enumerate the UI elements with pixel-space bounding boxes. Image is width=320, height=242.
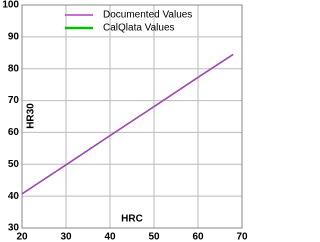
- legend-label: CalQlata Values: [103, 23, 175, 34]
- y-tick-label: 60: [8, 127, 20, 138]
- y-tick-label: 40: [8, 191, 20, 202]
- x-tick-label: 30: [60, 232, 72, 242]
- y-tick-label: 100: [2, 0, 19, 11]
- x-axis-title: HRC: [121, 214, 143, 225]
- x-tick-label: 40: [104, 232, 116, 242]
- legend-label: Documented Values: [103, 10, 192, 21]
- y-tick-label: 80: [8, 63, 20, 74]
- series-line: [21, 53, 234, 195]
- x-tick-label: 60: [192, 232, 204, 242]
- y-axis-title: HR30: [26, 103, 37, 129]
- x-tick-label: 20: [16, 232, 28, 242]
- background: [0, 0, 249, 242]
- x-tick-label: 50: [148, 232, 160, 242]
- y-tick-label: 70: [8, 95, 20, 106]
- plot-frame: [21, 4, 243, 229]
- y-tick-label: 90: [8, 31, 20, 42]
- y-tick-label: 30: [8, 223, 20, 234]
- x-tick-label: 70: [236, 232, 248, 242]
- y-tick-label: 50: [8, 159, 20, 170]
